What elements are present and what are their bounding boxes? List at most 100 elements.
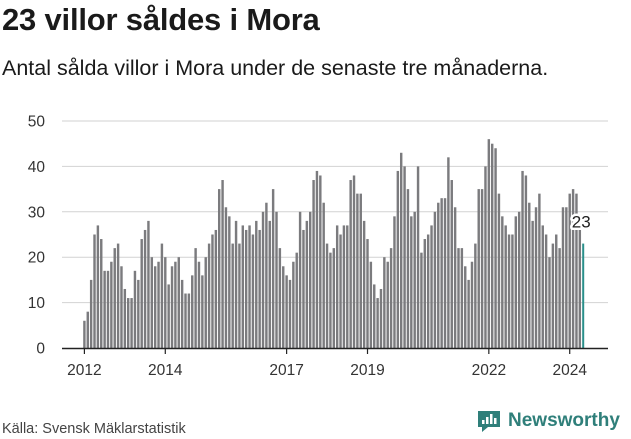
bar <box>241 225 245 348</box>
bar <box>528 202 531 348</box>
bar <box>376 298 379 348</box>
bar <box>335 225 339 348</box>
bar <box>534 207 538 348</box>
bar <box>261 211 265 348</box>
chart-subtitle: Antal sålda villor i Mora under de senas… <box>2 56 549 80</box>
bar <box>137 279 140 348</box>
bar <box>315 170 319 348</box>
bar <box>470 261 474 348</box>
bar <box>255 220 258 348</box>
newsworthy-logo-icon <box>478 411 500 432</box>
bar <box>373 284 376 348</box>
bar <box>474 243 477 348</box>
bar-highlight <box>582 243 585 348</box>
bar <box>184 293 187 348</box>
bar <box>524 175 528 348</box>
bar <box>561 207 565 348</box>
bar <box>194 248 197 348</box>
bar <box>440 198 443 348</box>
bar <box>521 170 524 348</box>
bar <box>450 180 453 348</box>
bar <box>113 248 116 348</box>
x-tick-label: 2012 <box>67 362 101 379</box>
bar <box>83 320 86 348</box>
bar <box>558 248 561 348</box>
bar <box>288 279 292 348</box>
bar <box>484 166 487 348</box>
bar <box>578 229 582 348</box>
bar <box>191 275 194 348</box>
bar <box>106 270 110 348</box>
x-tick-label: 2017 <box>269 362 303 379</box>
bar <box>214 229 218 348</box>
bar <box>96 225 100 348</box>
bar <box>477 189 480 348</box>
chart-title: 23 villor såldes i Mora <box>2 2 320 37</box>
bar <box>423 239 427 348</box>
value-label-halo: 23 <box>572 213 591 232</box>
bar <box>501 216 504 348</box>
y-tick-label: 0 <box>36 341 45 358</box>
bar <box>453 207 457 348</box>
bar <box>123 288 127 348</box>
bar <box>211 234 214 348</box>
bar <box>568 193 571 348</box>
bar <box>207 243 211 348</box>
bar <box>221 180 224 348</box>
bar <box>86 311 89 348</box>
bar <box>319 175 322 348</box>
bar <box>399 152 403 348</box>
bar <box>275 211 278 348</box>
bar <box>153 266 157 348</box>
bar <box>187 293 191 348</box>
bar <box>389 248 393 348</box>
bar <box>497 193 501 348</box>
bar <box>396 170 400 348</box>
bar <box>258 229 261 348</box>
bar <box>150 257 154 348</box>
bar <box>356 193 359 348</box>
bar <box>204 257 207 348</box>
bar <box>231 243 234 348</box>
bar <box>93 234 96 348</box>
bar <box>164 257 167 348</box>
y-tick-label: 40 <box>28 159 46 176</box>
bar <box>362 220 366 348</box>
bar <box>403 166 406 348</box>
bar <box>457 248 460 348</box>
bar <box>430 225 433 348</box>
bar <box>248 225 251 348</box>
bar <box>278 248 282 348</box>
y-tick-label: 30 <box>28 204 46 221</box>
bar <box>234 220 238 348</box>
y-tick-label: 50 <box>28 114 46 131</box>
bar <box>480 189 484 348</box>
bar <box>298 211 302 348</box>
bar <box>342 225 346 348</box>
bar <box>420 252 423 348</box>
bar <box>110 261 113 348</box>
bar <box>386 261 389 348</box>
bar <box>437 202 440 348</box>
bar <box>251 234 255 348</box>
bar <box>285 275 288 348</box>
bar <box>177 257 180 348</box>
bar <box>271 189 275 348</box>
bar <box>332 248 336 348</box>
bar <box>416 166 420 348</box>
bar <box>410 216 413 348</box>
bar <box>228 216 231 348</box>
bar <box>268 220 271 348</box>
bar <box>167 284 170 348</box>
bar <box>140 239 143 348</box>
bar <box>157 261 160 348</box>
bar <box>346 225 349 348</box>
bar <box>517 211 521 348</box>
bar <box>494 148 497 348</box>
bar <box>308 211 312 348</box>
bar <box>379 288 383 348</box>
bar <box>544 234 548 348</box>
x-tick-label: 2024 <box>552 362 587 379</box>
bar <box>511 234 514 348</box>
